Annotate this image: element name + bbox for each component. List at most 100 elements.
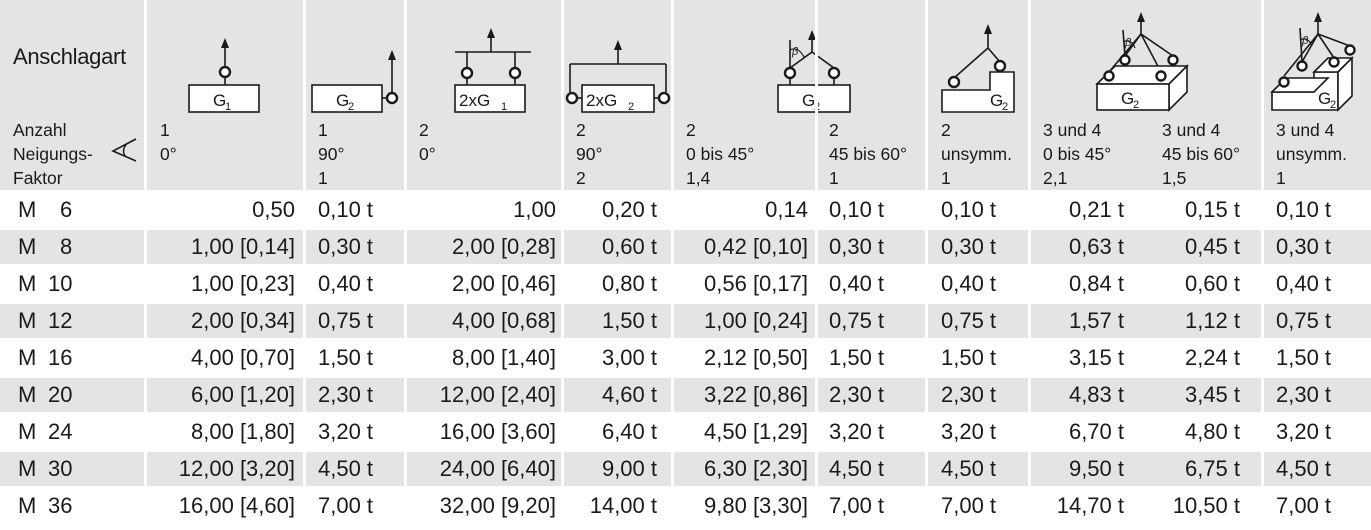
diagram-g2-angle-icon: β G 2 [777, 30, 851, 113]
table-cell: 1,12 t [1184, 308, 1240, 333]
table-cell: 0,30 t [829, 234, 885, 259]
thread-size: M 12 [18, 308, 73, 333]
svg-text:G: G [336, 91, 349, 110]
svg-text:β: β [1301, 35, 1309, 47]
table-row: M 10 1,00 [0,23] 0,40 t 2,00 [0,46] 0,80 t 0,5… [0, 267, 1371, 301]
table-cell: 0,60 t [601, 234, 657, 259]
table-cell: 0,10 t [1276, 197, 1332, 222]
table-cell: 2,00 [0,46] [452, 271, 556, 296]
table-cell: 12,00 [3,20] [178, 456, 295, 481]
table-cell: 3,45 t [1184, 382, 1240, 407]
row-separator [0, 375, 1371, 378]
svg-text:2: 2 [628, 101, 634, 113]
table-cell: 1,50 t [829, 345, 885, 370]
table-row: M 20 6,00 [1,20] 2,30 t 12,00 [2,40] 4,60 t 3,… [0, 378, 1371, 412]
row-separator [0, 412, 1371, 415]
table-cell: 6,75 t [1184, 456, 1240, 481]
anschlagart-title: Anschlagart [13, 44, 126, 69]
table-cell: 4,00 [0,68] [452, 308, 556, 333]
table-cell: 0,21 t [1068, 197, 1124, 222]
col-separator [1261, 0, 1264, 530]
table-cell: 4,50 [1,29] [704, 419, 808, 444]
neigung-label: Neigungs- [13, 144, 93, 164]
table-cell: 3,00 t [601, 345, 657, 370]
table-cell: 0,75 t [1276, 308, 1332, 333]
table-cell: 7,00 t [318, 493, 374, 518]
table-cell: 1,00 [0,14] [191, 234, 295, 259]
table-cell: 4,50 t [941, 456, 997, 481]
table-cell: 9,50 t [1068, 456, 1124, 481]
table-cell: 10,50 t [1172, 493, 1240, 518]
table-cell: 0,75 t [829, 308, 885, 333]
table-row: M 8 1,00 [0,14] 0,30 t 2,00 [0,28] 0,60 t 0,42… [0, 230, 1371, 264]
table-cell: 0,84 t [1068, 271, 1124, 296]
table-cell: 2,12 [0,50] [704, 345, 808, 370]
table-cell: 7,00 t [1276, 493, 1332, 518]
table-cell: 8,00 [1,40] [452, 345, 556, 370]
table-cell: 1,50 t [601, 308, 657, 333]
table-cell: 6,00 [1,20] [191, 382, 295, 407]
thread-size: M 36 [18, 493, 73, 518]
diagram-step-icon: G 2 [941, 24, 1015, 113]
diagram-2xg2-icon: 2xG 2 [565, 40, 671, 113]
svg-text:1: 1 [225, 101, 231, 113]
table-cell: 6,30 [2,30] [704, 456, 808, 481]
table-row: M 16 4,00 [0,70] 1,50 t 8,00 [1,40] 3,00 t 2,1… [0, 341, 1371, 375]
table-row: M 30 12,00 [3,20] 4,50 t 24,00 [6,40] 9,00 t 6… [0, 452, 1371, 486]
table-cell: 6,70 t [1068, 419, 1124, 444]
col-separator [815, 0, 818, 530]
table-cell: 16,00 [3,60] [439, 419, 556, 444]
row-separator [0, 449, 1371, 452]
table-cell: 3,20 t [941, 419, 997, 444]
col-7-params: 2 unsymm. 1 [941, 120, 1012, 188]
col-separator [561, 0, 564, 530]
col-separator [404, 0, 407, 530]
thread-size: M 16 [18, 345, 73, 370]
svg-text:2xG: 2xG [586, 91, 617, 110]
svg-text:G: G [1121, 89, 1134, 108]
table-cell: 0,50 [252, 197, 295, 222]
table-cell: 32,00 [9,20] [439, 493, 556, 518]
table-row: M 24 8,00 [1,80] 3,20 t 16,00 [3,60] 6,40 t 4,… [0, 415, 1371, 449]
table-cell: 0,60 t [1184, 271, 1240, 296]
col-2-params: 1 90° 1 [318, 120, 345, 188]
diagram-3d-box-icon: β G 2 [1095, 12, 1189, 112]
table-cell: 12,00 [2,40] [439, 382, 556, 407]
table-cell: 0,20 t [601, 197, 657, 222]
table-cell: 3,15 t [1068, 345, 1124, 370]
table-cell: 0,10 t [829, 197, 885, 222]
table-cell: 1,00 [513, 197, 556, 222]
col-separator [671, 0, 674, 530]
col-1-params: 1 0° [160, 120, 177, 164]
table-cell: 0,75 t [941, 308, 997, 333]
table-cell: 4,50 t [318, 456, 374, 481]
table-cell: 6,40 t [601, 419, 657, 444]
svg-text:G: G [802, 91, 815, 110]
row-separator [0, 227, 1371, 230]
table-cell: 4,83 t [1068, 382, 1124, 407]
header-label-cell [0, 0, 144, 190]
diagram-g2-side-icon: G 2 [311, 50, 399, 113]
table-cell: 1,50 t [318, 345, 374, 370]
angle-icon [111, 138, 137, 162]
table-cell: 8,00 [1,80] [191, 419, 295, 444]
table-cell: 4,00 [0,70] [191, 345, 295, 370]
table-cell: 0,56 [0,17] [704, 271, 808, 296]
table-cell: 0,45 t [1184, 234, 1240, 259]
table-cell: 0,15 t [1184, 197, 1240, 222]
col-6-params: 2 45 bis 60° 1 [829, 120, 908, 188]
col-separator [1028, 0, 1031, 530]
anzahl-label: Anzahl [13, 120, 67, 140]
table-cell: 1,50 t [941, 345, 997, 370]
row-separator [0, 338, 1371, 341]
table-cell: 0,30 t [318, 234, 374, 259]
table-cell: 2,24 t [1184, 345, 1240, 370]
row-label-group: Anzahl Neigungs- Faktor [13, 118, 93, 190]
table-cell: 2,00 [0,34] [191, 308, 295, 333]
thread-size: M 20 [18, 382, 73, 407]
table-cell: 0,63 t [1068, 234, 1124, 259]
table-cell: 4,80 t [1184, 419, 1240, 444]
